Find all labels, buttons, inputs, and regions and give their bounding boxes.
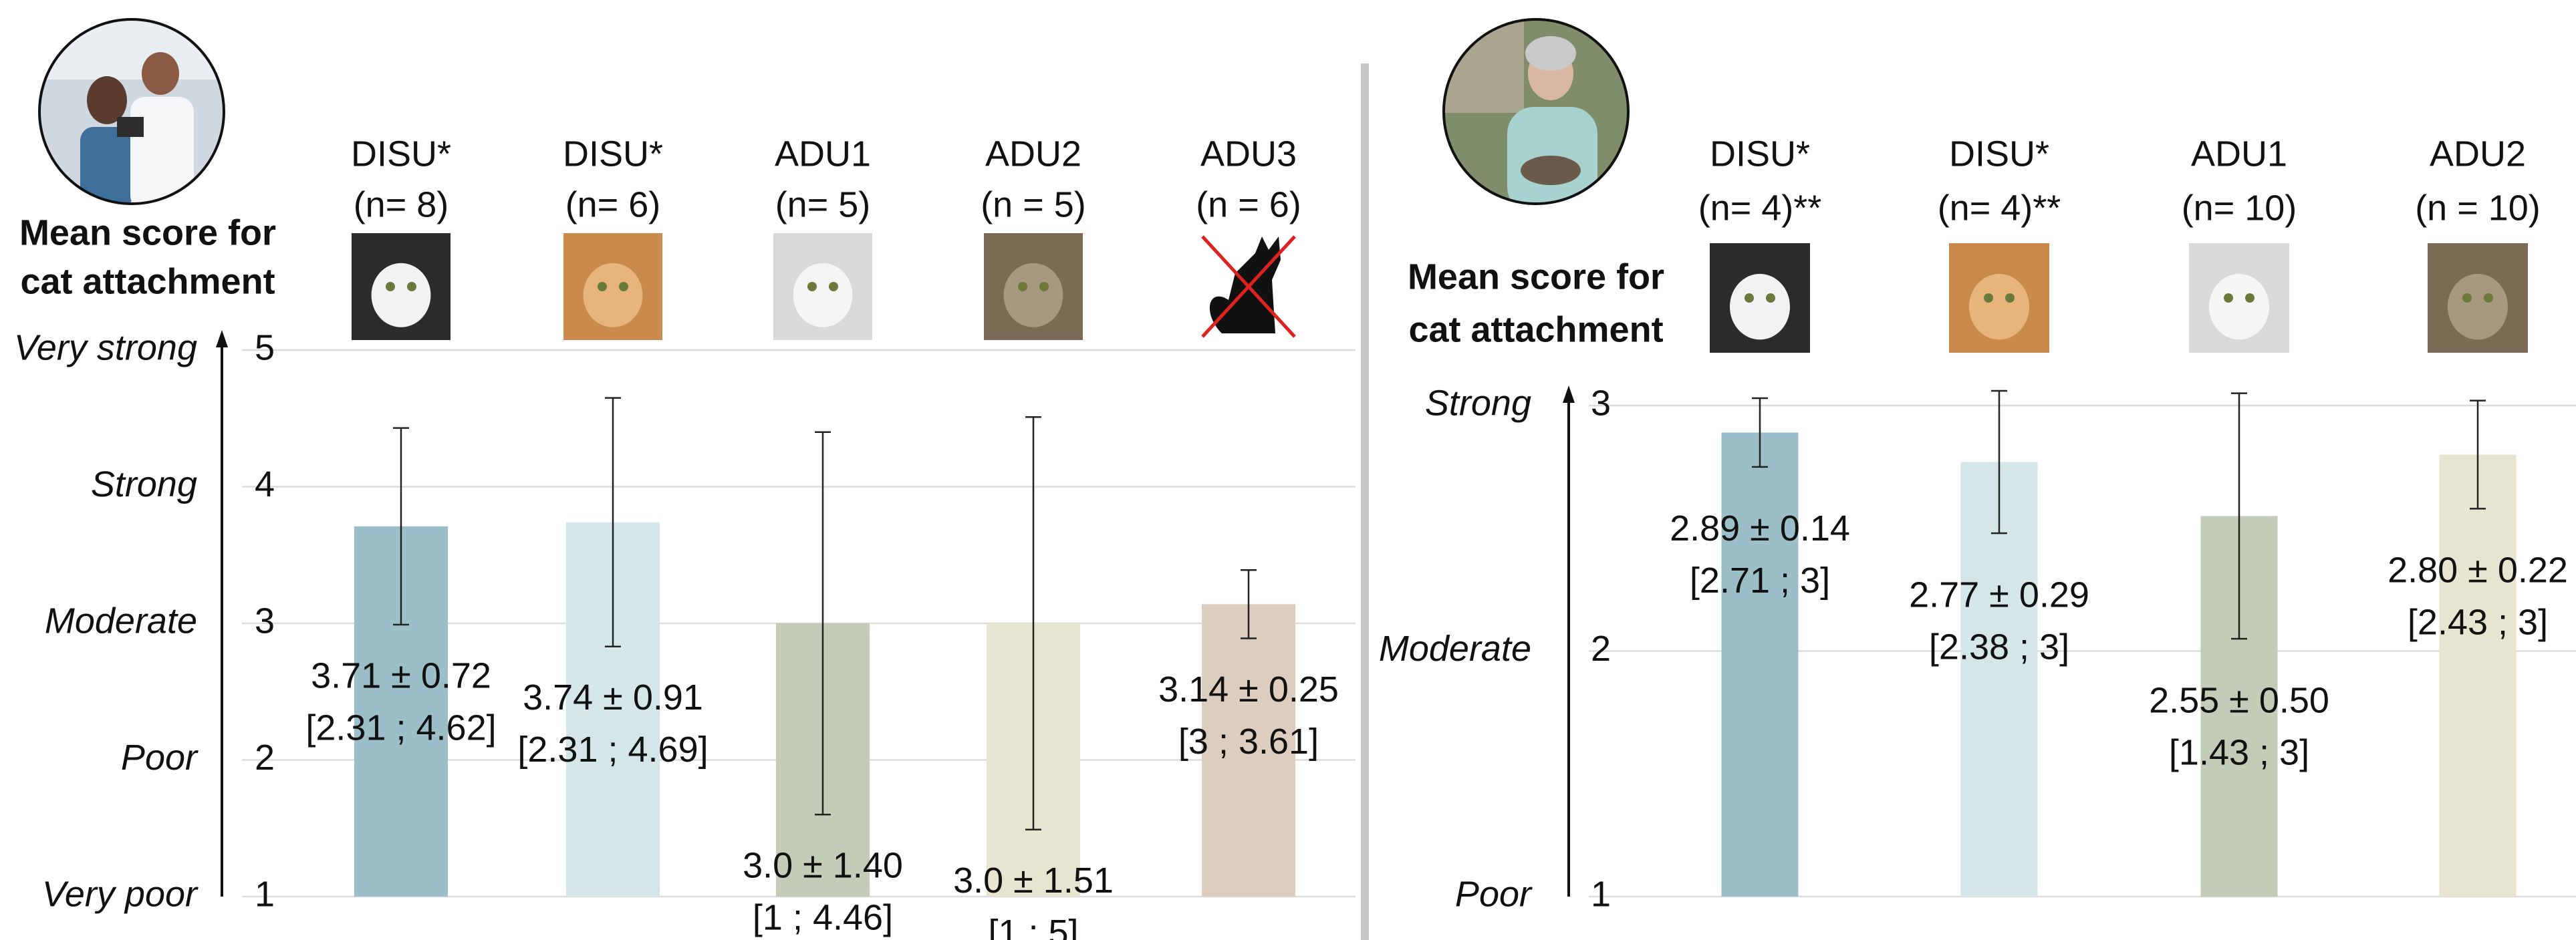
y-tick-label: 5 [255, 327, 275, 367]
y-tick-name: Poor [121, 738, 199, 778]
value-label: 3.74 ± 0.91 [523, 677, 703, 718]
cat-photo-eye [1984, 293, 1993, 303]
cat-photo-eye [807, 282, 817, 291]
sample-size-label: (n= 4)** [1938, 188, 2061, 228]
cat-photo-eye [2462, 293, 2472, 303]
y-tick-name: Very strong [14, 327, 197, 367]
cat-photo-eye [2245, 293, 2255, 303]
y-tick-name: Moderate [1379, 629, 1531, 669]
category-label: ADU1 [2191, 134, 2287, 174]
range-label: [1.43 ; 3] [2169, 732, 2309, 772]
range-label: [1 ; 5] [988, 913, 1078, 940]
y-axis-arrow [216, 330, 228, 347]
y-tick-name: Very poor [42, 874, 199, 914]
category-label: DISU* [1949, 134, 2049, 174]
y-tick-label: 1 [255, 874, 275, 914]
range-label: [2.31 ; 4.62] [305, 708, 496, 748]
y-tick-name: Moderate [45, 601, 197, 641]
cat-photo-eye [1766, 293, 1775, 303]
y-tick-name: Poor [1455, 874, 1533, 914]
cat-photo-face [372, 263, 431, 327]
category-label: DISU* [1710, 134, 1810, 174]
sample-size-label: (n = 10) [2415, 188, 2541, 228]
cat-photo-face [584, 263, 643, 327]
value-label: 3.14 ± 0.25 [1158, 669, 1339, 710]
chart-panel: Mean score for cat attachment 1 Poor 2 Modera… [1379, 134, 2576, 914]
cat-photo-face [1004, 263, 1063, 327]
y-tick-label: 2 [1591, 629, 1611, 669]
y-tick-label: 1 [1591, 874, 1611, 914]
panel-divider [1361, 63, 1369, 940]
cat-photo-eye [829, 282, 838, 291]
cat-photo-eye [598, 282, 607, 291]
value-label: 2.89 ± 0.14 [1670, 508, 1850, 549]
category-label: ADU1 [775, 134, 871, 174]
value-label: 3.0 ± 1.40 [743, 846, 903, 886]
bar [2440, 455, 2517, 897]
range-label: [2.38 ; 3] [1929, 627, 2069, 667]
y-tick-name: Strong [1425, 383, 1531, 423]
cat-photo-face [1969, 274, 2029, 339]
photo-vets [39, 19, 224, 210]
chart-title: cat attachment [1408, 309, 1663, 349]
category-label: ADU2 [985, 134, 1081, 174]
y-tick-label: 4 [255, 464, 275, 504]
chart-title: cat attachment [20, 261, 275, 301]
value-label: 3.71 ± 0.72 [311, 655, 491, 695]
cat-photo-eye [2005, 293, 2015, 303]
sample-size-label: (n = 5) [981, 184, 1086, 224]
category-label: ADU2 [2430, 134, 2526, 174]
category-label: DISU* [351, 134, 451, 174]
category-label: DISU* [563, 134, 663, 174]
y-axis-arrow [1563, 385, 1575, 403]
value-label: 3.0 ± 1.51 [953, 860, 1114, 901]
range-label: [2.43 ; 3] [2408, 603, 2548, 643]
cat-photo-eye [1018, 282, 1027, 291]
category-label: ADU3 [1200, 134, 1297, 174]
y-tick-label: 3 [1591, 383, 1611, 423]
value-label: 2.55 ± 0.50 [2149, 680, 2329, 720]
cat-photo-face [2448, 274, 2508, 339]
cat-photo-face [1730, 274, 1790, 339]
cat-photo-eye [407, 282, 416, 291]
range-label: [2.71 ; 3] [1690, 561, 1830, 601]
cat-photo-face [2209, 274, 2269, 339]
cat-photo-eye [2484, 293, 2493, 303]
sample-size-label: (n= 6) [565, 184, 661, 224]
chart-panel: Mean score for cat attachment 1 Very poor 2 P… [14, 134, 1356, 940]
sample-size-label: (n= 4)** [1698, 188, 1822, 228]
sample-size-label: (n= 8) [354, 184, 449, 224]
range-label: [3 ; 3.61] [1178, 722, 1319, 762]
sample-size-label: (n = 6) [1196, 184, 1301, 224]
range-label: [1 ; 4.46] [753, 898, 893, 938]
sample-size-label: (n= 5) [775, 184, 871, 224]
photo-elderly [1444, 19, 1628, 214]
cat-photo-eye [1039, 282, 1049, 291]
cat-photo-eye [619, 282, 628, 291]
sample-size-label: (n= 10) [2182, 188, 2297, 228]
bar [1722, 432, 1799, 897]
cat-photo-eye [1745, 293, 1754, 303]
y-tick-label: 2 [255, 738, 275, 778]
y-tick-name: Strong [91, 464, 197, 504]
cat-photo-eye [386, 282, 395, 291]
value-label: 2.77 ± 0.29 [1909, 575, 2089, 615]
cat-photo-face [793, 263, 853, 327]
figure: Mean score for cat attachment 1 Very poor 2 P… [0, 0, 2576, 940]
cat-photo-eye [2224, 293, 2233, 303]
value-label: 2.80 ± 0.22 [2388, 551, 2568, 591]
y-tick-label: 3 [255, 601, 275, 641]
chart-title: Mean score for [19, 212, 276, 253]
chart-title: Mean score for [1408, 257, 1664, 297]
range-label: [2.31 ; 4.69] [517, 730, 708, 770]
